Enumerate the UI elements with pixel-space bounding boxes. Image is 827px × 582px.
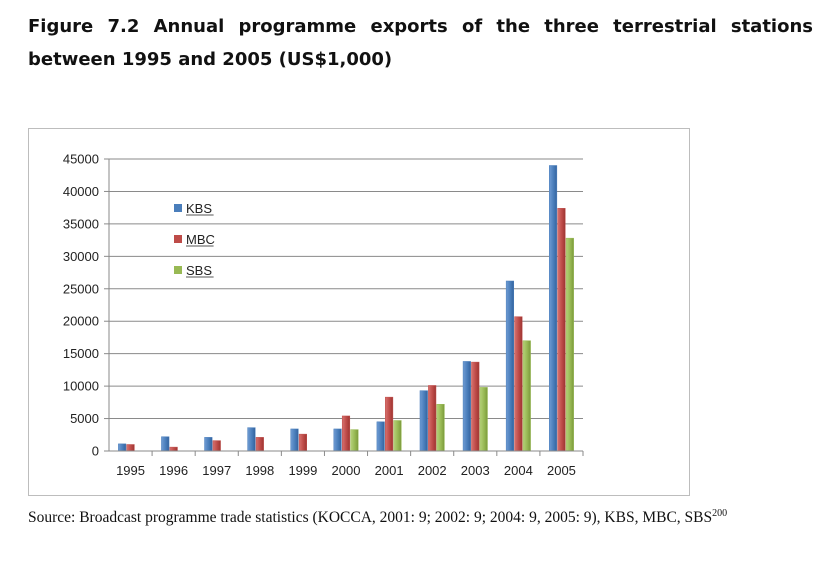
bar-kbs-2003 bbox=[462, 361, 471, 452]
bar-chart: 0 5000 10000 15000 20000 25000 30000 35000 40000… bbox=[63, 152, 584, 478]
bar-mbc-1995 bbox=[126, 444, 135, 452]
y-tick-label: 35000 bbox=[63, 216, 99, 231]
x-tick-label: 2002 bbox=[418, 463, 447, 478]
figure-title: Figure 7.2 Annual programme exports of t… bbox=[28, 16, 813, 70]
bar-kbs-1997 bbox=[204, 437, 213, 452]
bar-mbc-1999 bbox=[298, 433, 307, 452]
x-tick-label: 2001 bbox=[375, 463, 404, 478]
y-tick-label: 20000 bbox=[63, 314, 99, 329]
chart-frame: 0 5000 10000 15000 20000 25000 30000 35000 40000… bbox=[28, 128, 690, 496]
y-tick-label: 5000 bbox=[70, 411, 99, 426]
bar-mbc-1996 bbox=[169, 446, 178, 452]
x-tick-label: 2003 bbox=[461, 463, 490, 478]
gridlines bbox=[109, 158, 583, 420]
bar-mbc-2005 bbox=[557, 208, 566, 452]
bar-sbs-2000 bbox=[350, 429, 359, 452]
bar-mbc-2003 bbox=[471, 361, 480, 452]
bar-sbs-2005 bbox=[565, 237, 574, 452]
bar-mbc-2004 bbox=[514, 316, 523, 452]
legend-swatch-mbc bbox=[174, 235, 182, 243]
bar-sbs-2003 bbox=[479, 387, 488, 452]
bar-kbs-1999 bbox=[290, 428, 299, 452]
y-tick-label: 45000 bbox=[63, 152, 99, 167]
x-tick-label: 2004 bbox=[504, 463, 533, 478]
y-axis: 0 5000 10000 15000 20000 25000 30000 35000 40000… bbox=[63, 152, 110, 459]
source-text: Source: Broadcast programme trade statis… bbox=[28, 509, 713, 527]
bar-kbs-2000 bbox=[333, 428, 342, 452]
legend-swatch-sbs bbox=[174, 266, 182, 274]
bar-kbs-2005 bbox=[549, 165, 558, 452]
legend: KBS MBC SBS bbox=[174, 201, 215, 278]
bar-mbc-1997 bbox=[212, 440, 221, 452]
source-note: Source: Broadcast programme trade statis… bbox=[28, 503, 818, 529]
bar-kbs-2001 bbox=[376, 421, 385, 452]
x-axis: 1995 1996 1997 1998 1999 2000 2001 2002 2003 2004… bbox=[109, 450, 584, 478]
x-tick-label: 1998 bbox=[245, 463, 274, 478]
x-tick-label: 1996 bbox=[159, 463, 188, 478]
bar-mbc-2001 bbox=[385, 396, 394, 452]
legend-swatch-kbs bbox=[174, 204, 182, 212]
x-tick-label: 1997 bbox=[202, 463, 231, 478]
y-tick-label: 15000 bbox=[63, 346, 99, 361]
y-tick-label: 10000 bbox=[63, 379, 99, 394]
bar-kbs-1995 bbox=[118, 443, 127, 452]
bar-sbs-2004 bbox=[522, 340, 531, 452]
footnote-marker: 200 bbox=[712, 508, 728, 519]
y-tick-label: 0 bbox=[92, 444, 99, 459]
bar-sbs-2002 bbox=[436, 404, 445, 452]
y-tick-label: 25000 bbox=[63, 281, 99, 296]
bar-sbs-2001 bbox=[393, 420, 402, 452]
legend-label-sbs: SBS bbox=[186, 263, 212, 278]
bar-kbs-2002 bbox=[419, 390, 428, 452]
x-tick-label: 2000 bbox=[332, 463, 361, 478]
bar-kbs-1996 bbox=[161, 436, 170, 452]
legend-label-mbc: MBC bbox=[186, 232, 215, 247]
x-tick-label: 2005 bbox=[547, 463, 576, 478]
bar-mbc-2002 bbox=[428, 385, 437, 452]
bar-mbc-1998 bbox=[255, 437, 264, 452]
bars bbox=[118, 165, 574, 452]
y-tick-label: 30000 bbox=[63, 249, 99, 264]
x-tick-label: 1995 bbox=[116, 463, 145, 478]
y-tick-label: 40000 bbox=[63, 184, 99, 199]
bar-mbc-2000 bbox=[341, 415, 351, 452]
x-tick-label: 1999 bbox=[288, 463, 317, 478]
legend-label-kbs: KBS bbox=[186, 201, 212, 216]
bar-kbs-1998 bbox=[247, 427, 256, 452]
bar-kbs-2004 bbox=[505, 280, 515, 452]
